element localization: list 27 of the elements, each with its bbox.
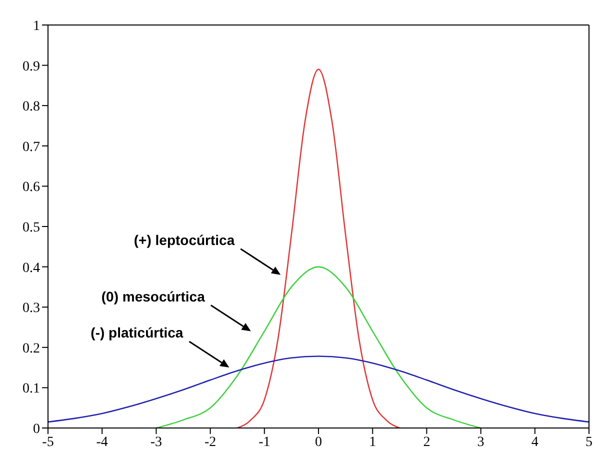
y-tick-label: 0.6 [22,180,40,196]
y-tick-label: 0.3 [22,301,40,316]
y-tick-label: 0.9 [22,59,40,74]
y-tick-label: 0.4 [22,260,40,276]
y-tick-label: 0.8 [22,100,40,115]
y-tick-label: 0 [33,422,40,437]
annotation: (-) platicúrtica [90,324,184,341]
x-tick-label: 1 [369,434,376,450]
line-series [236,68,400,428]
x-tick-label: 4 [531,434,538,450]
x-tick-label: 2 [423,434,430,450]
x-tick-label: 3 [477,434,484,450]
y-tick-label: 1 [33,18,40,34]
y-tick-label: 0.5 [22,220,40,236]
x-tick-label: 0 [315,434,322,450]
y-tick-label: 0.2 [22,341,40,356]
x-tick-label: -5 [42,434,54,450]
x-tick-label: -4 [96,434,108,450]
x-tick-label: -2 [204,434,216,450]
x-tick-label: 5 [586,434,592,450]
y-tick-label: 0.7 [22,140,40,155]
annotation: (+) leptocúrtica [134,232,235,248]
y-tick-label: 0.1 [22,382,40,397]
x-tick-label: -3 [150,434,162,450]
line-series [48,356,589,423]
x-tick-label: -1 [258,434,270,450]
annotation: (0) mesocúrtica [101,288,206,304]
